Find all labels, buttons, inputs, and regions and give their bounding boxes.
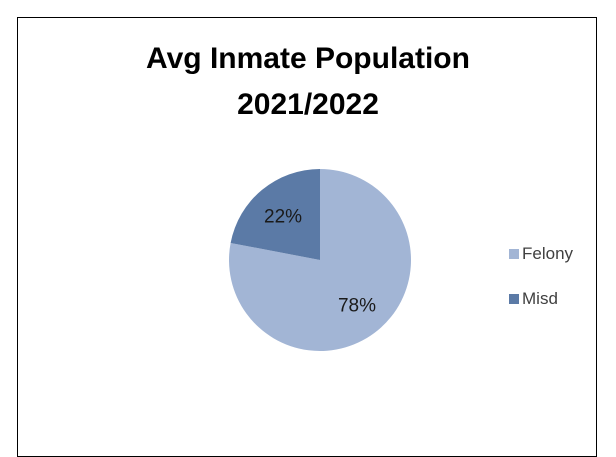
legend: Felony Misd	[509, 243, 573, 333]
pie-slice-misd	[230, 169, 320, 260]
legend-item-misd: Misd	[509, 288, 573, 310]
pie-chart: 78% 22%	[229, 169, 411, 351]
legend-item-felony: Felony	[509, 243, 573, 265]
chart-title-line-1: Avg Inmate Population	[146, 42, 470, 75]
chart-title-line-2: 2021/2022	[237, 88, 379, 121]
legend-swatch-misd	[509, 294, 519, 304]
pie-slices	[229, 169, 411, 351]
legend-swatch-felony	[509, 249, 519, 259]
pie-labels: 78% 22%	[264, 206, 376, 316]
data-label-misd: 22%	[264, 206, 302, 227]
data-label-felony: 78%	[338, 296, 376, 317]
chart-title: Avg Inmate Population 2021/2022	[0, 36, 616, 128]
legend-label-felony: Felony	[522, 244, 574, 263]
legend-label-misd: Misd	[522, 289, 558, 308]
